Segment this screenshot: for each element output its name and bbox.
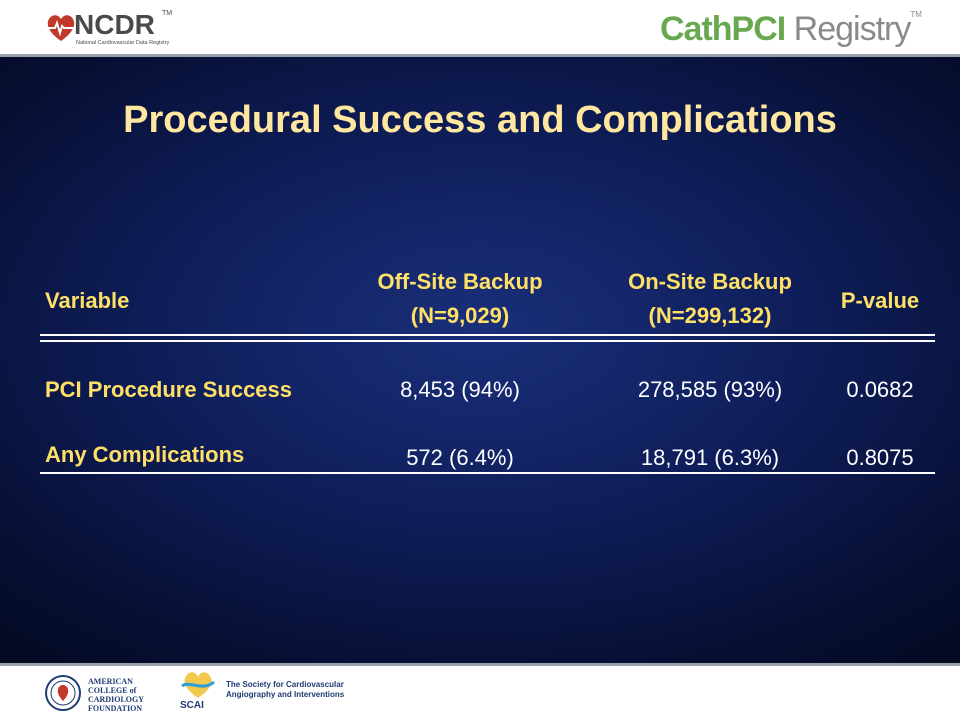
slide-title: Procedural Success and Complications: [123, 99, 837, 141]
ncdr-wordmark: NCDR: [74, 9, 155, 40]
header-rule-bottom: [40, 340, 935, 342]
cathpci-trademark: TM: [910, 10, 922, 19]
row-label: Any Complications: [45, 442, 245, 467]
acc-seal-icon: [45, 675, 81, 711]
acc-line-1: AMERICAN: [88, 677, 133, 686]
on-site-value: 18,791 (6.3%): [640, 445, 780, 470]
acc-wordmark: AMERICAN COLLEGE of CARDIOLOGY FOUNDATIO…: [88, 677, 144, 713]
off-site-value: 572 (6.4%): [406, 445, 514, 470]
scai-line-2: Angiography and Interventions: [226, 690, 345, 699]
column-header-off-site-line2: (N=9,029): [410, 303, 510, 328]
scai-logo: SCAI The Society for Cardiovascular Angi…: [178, 670, 344, 716]
acc-line-2: COLLEGE of: [88, 686, 137, 695]
acc-line-3: CARDIOLOGY: [88, 695, 145, 704]
column-header-variable: Variable: [45, 288, 130, 313]
footer-divider: [0, 663, 960, 666]
scai-wordmark: SCAI: [180, 700, 204, 711]
acc-foundation-logo: AMERICAN COLLEGE of CARDIOLOGY FOUNDATIO…: [44, 674, 174, 714]
column-header-on-site-line2: (N=299,132): [648, 303, 772, 328]
table-bottom-rule: [40, 472, 935, 474]
header-bar: NCDR TM National Cardiovascular Data Reg…: [0, 0, 960, 57]
registry-wordmark: Registry: [785, 10, 912, 48]
cathpci-wordmark: CathPCI: [660, 10, 786, 48]
on-site-value: 278,585 (93%): [637, 377, 783, 402]
column-header-off-site-line1: Off-Site Backup: [377, 269, 543, 294]
off-site-value: 8,453 (94%): [400, 377, 520, 402]
p-value: 0.0682: [846, 377, 914, 402]
header-divider: [0, 54, 960, 57]
row-label: PCI Procedure Success: [45, 377, 293, 402]
scai-heart-icon: [181, 672, 215, 698]
ncdr-trademark: TM: [162, 10, 173, 17]
column-header-on-site: On-Site Backup (N=299,132): [590, 265, 830, 333]
scai-line-1: The Society for Cardiovascular: [226, 680, 344, 689]
acc-line-4: FOUNDATION: [88, 704, 143, 713]
column-header-off-site: Off-Site Backup (N=9,029): [345, 265, 575, 333]
p-value: 0.8075: [846, 445, 914, 470]
ncdr-heart-icon: [47, 15, 75, 41]
column-header-p-value: P-value: [840, 288, 920, 313]
cathpci-registry-logo: CathPCI RegistryTM: [660, 10, 922, 50]
footer-bar: AMERICAN COLLEGE of CARDIOLOGY FOUNDATIO…: [0, 666, 960, 720]
ncdr-logo: NCDR TM National Cardiovascular Data Reg…: [44, 6, 174, 50]
header-rule-top: [40, 334, 935, 336]
slide-body: Procedural Success and Complications Var…: [0, 57, 960, 663]
column-header-on-site-line1: On-Site Backup: [628, 269, 792, 294]
scai-tagline: The Society for Cardiovascular Angiograp…: [226, 680, 344, 700]
ncdr-subtitle: National Cardiovascular Data Registry: [76, 40, 170, 46]
